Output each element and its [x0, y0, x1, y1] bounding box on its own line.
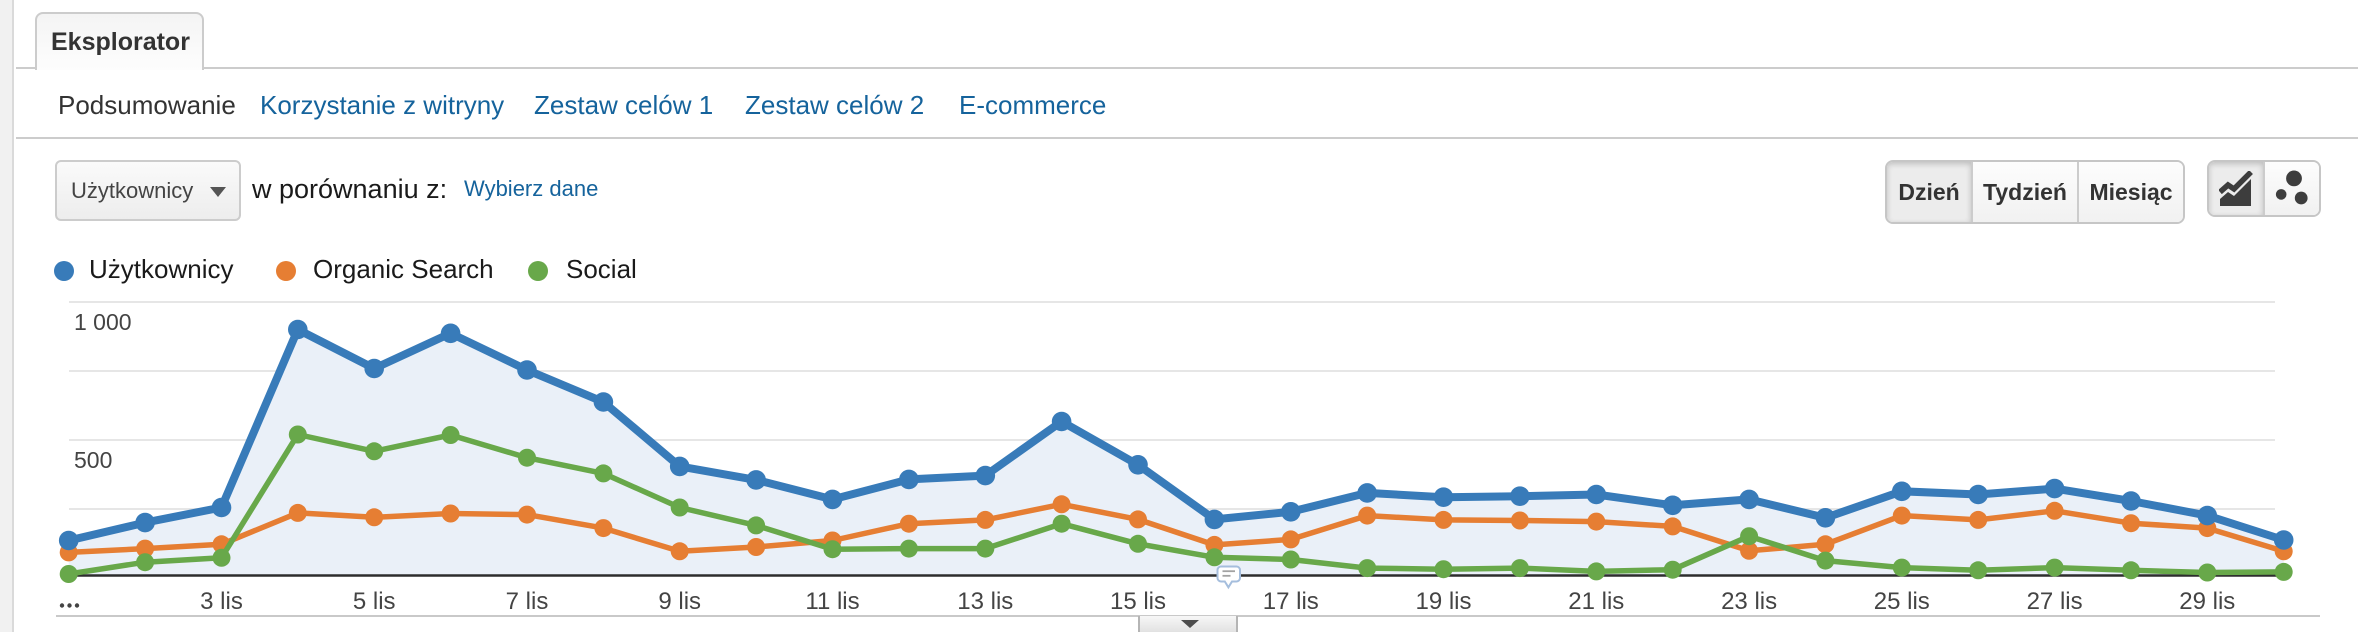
svg-text:11 lis: 11 lis — [805, 588, 859, 615]
svg-text:1 000: 1 000 — [74, 309, 132, 335]
svg-text:29 lis: 29 lis — [2179, 588, 2235, 615]
svg-text:23 lis: 23 lis — [1721, 588, 1777, 615]
svg-text:19 lis: 19 lis — [1415, 588, 1471, 615]
svg-text:15 lis: 15 lis — [1110, 588, 1166, 615]
svg-text:500: 500 — [74, 447, 112, 473]
svg-text:13 lis: 13 lis — [957, 588, 1013, 615]
svg-text:21 lis: 21 lis — [1568, 588, 1624, 615]
svg-text:25 lis: 25 lis — [1874, 588, 1930, 615]
svg-text:3 lis: 3 lis — [200, 588, 243, 615]
svg-text:27 lis: 27 lis — [2027, 588, 2083, 615]
svg-text:7 lis: 7 lis — [506, 588, 549, 615]
svg-text:9 lis: 9 lis — [658, 588, 701, 615]
svg-text:17 lis: 17 lis — [1263, 588, 1319, 615]
svg-text:5 lis: 5 lis — [353, 588, 396, 615]
